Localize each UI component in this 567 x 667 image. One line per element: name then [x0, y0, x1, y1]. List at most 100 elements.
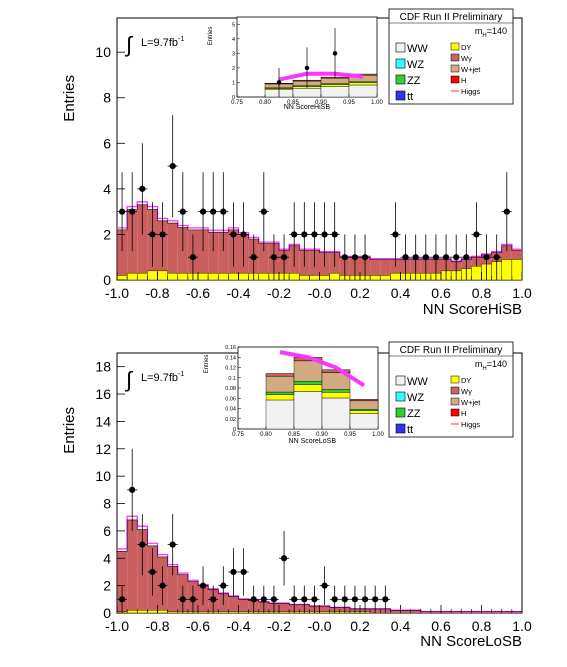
- dy-bar: [471, 266, 482, 281]
- legend-swatch-right: [450, 375, 460, 384]
- bottom-inset-y-label: Entries: [204, 355, 210, 374]
- y-tick-label: 0: [103, 605, 111, 621]
- inset-zz-bar: [349, 409, 379, 411]
- inset-x-tick-label: 0.80: [260, 432, 272, 438]
- inset-dy-bar: [321, 392, 351, 399]
- legend-swatch-right: [450, 53, 460, 62]
- inset-wjet-bar: [265, 376, 295, 393]
- inset-dy-bar: [320, 84, 350, 87]
- data-point: [382, 596, 389, 603]
- stack-bar: [410, 610, 421, 613]
- data-point: [483, 254, 490, 261]
- top-data-points: [117, 115, 512, 280]
- data-point: [301, 231, 308, 238]
- inset-higgs-band: [279, 350, 366, 388]
- y-tick-label: 2: [103, 226, 111, 242]
- top-y-axis-label: Entries: [61, 75, 78, 122]
- inset-x-tick-label: 1.00: [372, 432, 384, 438]
- data-point: [321, 231, 328, 238]
- inset-ww-bar: [320, 86, 350, 98]
- data-point: [361, 254, 369, 261]
- legend-label-right: Wγ: [461, 54, 472, 63]
- data-point: [129, 486, 136, 493]
- legend-label-ww: WW: [407, 376, 428, 388]
- x-tick-label: -0.2: [267, 618, 291, 634]
- inset-y-tick-label: 0.12: [225, 366, 236, 372]
- dy-bar: [228, 611, 239, 614]
- inset-x-tick-label: 0.90: [316, 432, 328, 438]
- legend-label-tt: tt: [407, 91, 413, 103]
- x-tick-label: -0.8: [145, 618, 169, 634]
- data-point: [230, 568, 237, 576]
- dy-bar: [288, 272, 300, 281]
- stack-bar: [420, 611, 431, 613]
- inset-y-tick-label: 4: [232, 37, 235, 43]
- stack-bar: [127, 519, 138, 613]
- x-tick-label: -0.6: [186, 618, 210, 634]
- data-point: [118, 208, 126, 215]
- legend-label-right: Higgs: [461, 420, 480, 429]
- data-point: [189, 254, 197, 261]
- data-point: [341, 254, 348, 261]
- data-point: [442, 254, 450, 261]
- top-panel: -1.0 -0.8 -0.6 -0.4 -0.2 -0.0 0.2 0.4 0.6 0.8 1.0 …: [61, 8, 532, 318]
- data-point: [351, 254, 359, 261]
- stack-bar: [451, 611, 462, 613]
- dy-bar: [126, 610, 138, 614]
- inset-y-tick-label: 0: [233, 427, 236, 433]
- inset-y-tick-label: 5: [232, 22, 235, 28]
- stack-bar: [471, 611, 482, 613]
- stack-bar: [198, 229, 209, 280]
- y-tick-label: 4: [103, 550, 111, 566]
- legend-swatch-wz: [395, 58, 406, 69]
- data-point: [280, 254, 288, 261]
- inset-y-tick-label: 2: [232, 66, 235, 72]
- y-tick-label: 4: [103, 181, 111, 197]
- stack-bar: [117, 229, 128, 280]
- stack-bar: [218, 232, 229, 280]
- y-tick-label: 8: [103, 90, 111, 106]
- legend-label-right: H: [461, 409, 466, 418]
- inset-y-tick-label: 0.16: [225, 345, 236, 351]
- inset-wjet-bar: [320, 77, 350, 84]
- bottom-inset-x-label: NN ScoreLoSB: [289, 438, 337, 445]
- inset-x-tick-label: 0.75: [232, 432, 244, 438]
- legend-label-ww: WW: [407, 43, 428, 55]
- dy-bar: [116, 275, 128, 281]
- data-point: [311, 596, 318, 603]
- inset-ww-bar: [348, 84, 378, 98]
- stack-bar: [501, 611, 512, 613]
- bottom-legend: CDF Run II Preliminary mH=140 WW WZ ZZ tt DY…: [388, 341, 514, 438]
- inset-ww-bar: [265, 399, 295, 430]
- dy-bar: [147, 610, 158, 614]
- x-tick-label: 0.8: [472, 618, 492, 634]
- y-tick-label: 16: [95, 386, 111, 402]
- stack-bar: [167, 566, 178, 613]
- dy-bar: [197, 272, 209, 281]
- dy-bar: [147, 270, 158, 281]
- x-tick-label: -0.8: [145, 285, 169, 301]
- legend-label-tt: tt: [407, 424, 413, 436]
- inset-data-point: [304, 65, 310, 71]
- data-point: [270, 596, 278, 603]
- x-tick-label: 1.0: [512, 618, 532, 634]
- legend-label-right: W+jet: [461, 398, 481, 407]
- inset-wjet-bar: [293, 360, 323, 382]
- data-point: [149, 231, 156, 238]
- x-tick-label: -0.4: [226, 285, 250, 301]
- data-point: [139, 185, 146, 192]
- data-point: [503, 208, 510, 215]
- inset-x-tick-label: 0.95: [344, 432, 356, 438]
- inset-y-tick-label: 0.02: [225, 417, 236, 423]
- inset-ww-bar: [292, 87, 322, 98]
- stack-bar: [177, 227, 188, 280]
- inset-y-tick-label: 0: [232, 95, 235, 101]
- x-tick-label: -1.0: [105, 285, 129, 301]
- inset-x-tick-label: 0.75: [231, 100, 243, 106]
- x-tick-label: 0.8: [472, 285, 492, 301]
- x-tick-label: -0.6: [186, 285, 210, 301]
- data-point: [270, 254, 278, 261]
- top-integral-symbol: ∫: [124, 32, 134, 57]
- dy-bar: [380, 275, 391, 281]
